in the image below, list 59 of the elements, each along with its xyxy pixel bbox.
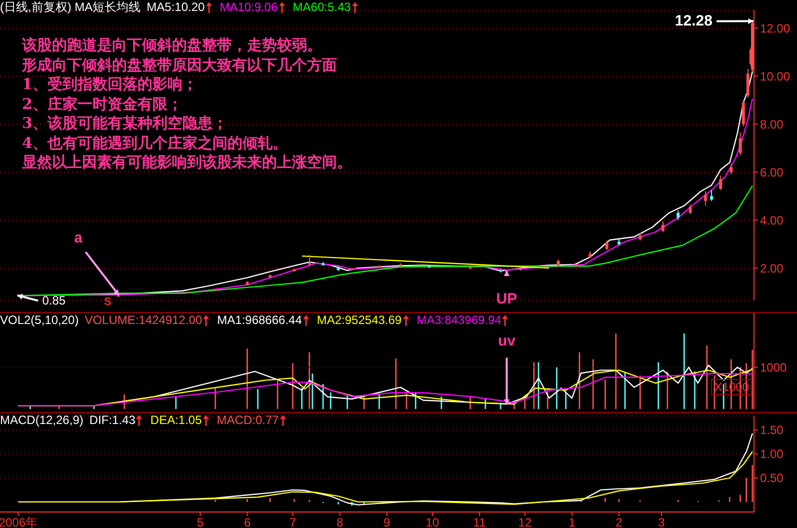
annotation: a (74, 229, 84, 246)
text: MA3:843969.94 (416, 313, 502, 327)
y-tick-label: 0.50 (760, 471, 784, 486)
text: MA1:968666.44 (217, 313, 302, 327)
chart-title: (日线,前复权) MA短长均线 (0, 0, 141, 14)
y-tick-label: 1000 (760, 360, 788, 375)
text: DEA:1.05 (150, 413, 202, 427)
x-tick-label: 11 (473, 516, 486, 528)
x-tick-label: 8 (336, 516, 344, 528)
candlestick (730, 163, 733, 175)
x-tick-label: 10 (426, 516, 440, 528)
annotation: 该股的跑道是向下倾斜的盘整带，走势较弱。 (22, 36, 323, 56)
x-tick-label: 12 (518, 516, 532, 528)
annotation: 显然以上因素有可能影响到该股未来的上涨空间。 (22, 153, 352, 172)
candlestick (719, 175, 722, 191)
x-tick-label: 5 (196, 516, 204, 528)
line-series (18, 450, 754, 505)
text: VOLUME:1424912.00 (84, 313, 202, 327)
text: MA2:952543.69 (316, 313, 402, 327)
annotation: UP (496, 290, 518, 308)
text: MA10:9.06 (220, 0, 278, 14)
annotation: 12.28 (674, 12, 712, 30)
x-tick-label: 7 (289, 516, 296, 528)
annotation: 0.85 (42, 294, 66, 308)
annotation: 3、该股可能有某种利空隐患； (22, 114, 228, 134)
candlestick (704, 190, 707, 206)
candlestick (742, 100, 745, 127)
annotation: 2、庄家一时资金有限； (22, 94, 184, 114)
y-tick-label: 2.00 (760, 261, 784, 276)
text: DIF:1.43 (89, 413, 136, 427)
y-tick-label: 8.00 (760, 117, 784, 132)
candlestick (710, 190, 714, 202)
y-tick-label: 1.50 (760, 423, 784, 438)
text: MACD:0.77 (216, 413, 279, 427)
annotation: uv (498, 332, 516, 350)
text: MA60:5.43 (292, 0, 351, 14)
x-tick-label: 6 (244, 516, 251, 528)
y-tick-label: 1.00 (760, 447, 784, 462)
annotation: 4、也有可能遇到几个庄家之间的倾轧。 (22, 134, 288, 153)
x-tick-label: 9 (384, 516, 391, 528)
candlestick (605, 240, 608, 251)
candlestick (661, 220, 664, 233)
annotation: S (104, 296, 112, 308)
y-tick-label: 10.00 (760, 69, 790, 84)
y-tick-label: 4.00 (760, 213, 784, 228)
x-tick-label: 2 (616, 516, 623, 528)
annotation: 1、受到指数回落的影响； (22, 75, 198, 94)
candlestick (738, 132, 742, 156)
candlestick (688, 204, 692, 215)
annotation: 形成向下倾斜的盘整带原因大致有以下几个方面 (22, 56, 338, 75)
x-tick-label: 3 (658, 516, 666, 528)
chart-title: VOL2(5,10,20) (0, 313, 79, 327)
chart-title: MACD(12,26,9) (0, 413, 84, 427)
y-tick-label: 12.00 (760, 21, 790, 36)
y-tick-label: 6.00 (760, 165, 784, 180)
candlestick (676, 210, 680, 221)
text: MA5:10.20 (146, 0, 205, 14)
candlestick (746, 68, 750, 98)
x-tick-label: 1 (568, 516, 576, 528)
